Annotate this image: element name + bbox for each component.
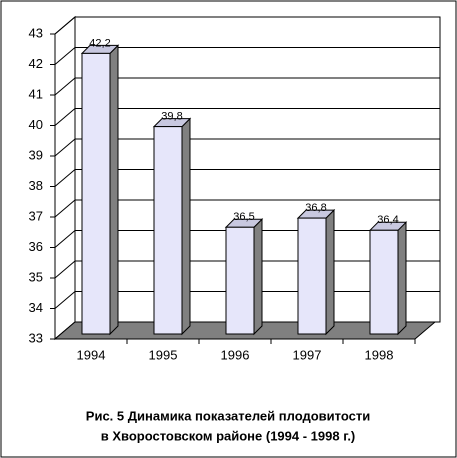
grid-line [54,47,440,65]
y-tick-label: 41 [29,86,43,101]
chart-title: в Хворостовском районе (1994 - 1998 г.) [101,428,356,443]
x-tick-label: 1998 [365,347,394,362]
bar [153,126,183,335]
x-tick-label: 1994 [77,347,106,362]
bar [81,52,111,335]
grid-line [54,77,440,96]
grid-line [54,138,440,157]
value-label: 42,2 [89,37,110,49]
value-label: 36,4 [377,214,398,226]
y-tick-label: 37 [29,208,43,223]
grid-line [54,108,440,126]
y-tick-label: 43 [29,25,43,40]
y-tick-label: 38 [29,178,43,193]
chart-title: Рис. 5 Динамика показателей плодовитости [86,408,370,423]
bar-side [253,218,263,336]
bar [297,217,327,335]
value-label: 36,5 [233,211,254,223]
y-tick-label: 39 [29,147,43,162]
value-label: 36,8 [305,202,326,214]
bar-side [109,44,119,336]
grid-line [54,16,440,35]
y-tick-label: 35 [29,269,43,284]
bar [369,229,399,335]
bar-side [397,221,407,336]
bar-side [325,208,335,336]
y-tick-label: 33 [29,330,43,345]
y-tick-label: 42 [29,56,43,71]
bar [225,226,255,335]
bar-side [181,117,191,336]
y-tick-label: 36 [29,239,43,254]
y-tick-label: 40 [29,117,43,132]
x-tick-label: 1995 [149,347,178,362]
grid-line [54,169,440,187]
y-tick-label: 34 [29,300,43,315]
value-label: 39,8 [161,111,182,123]
x-tick-label: 1997 [293,347,322,362]
grid-line [54,199,440,218]
x-tick-label: 1996 [221,347,250,362]
